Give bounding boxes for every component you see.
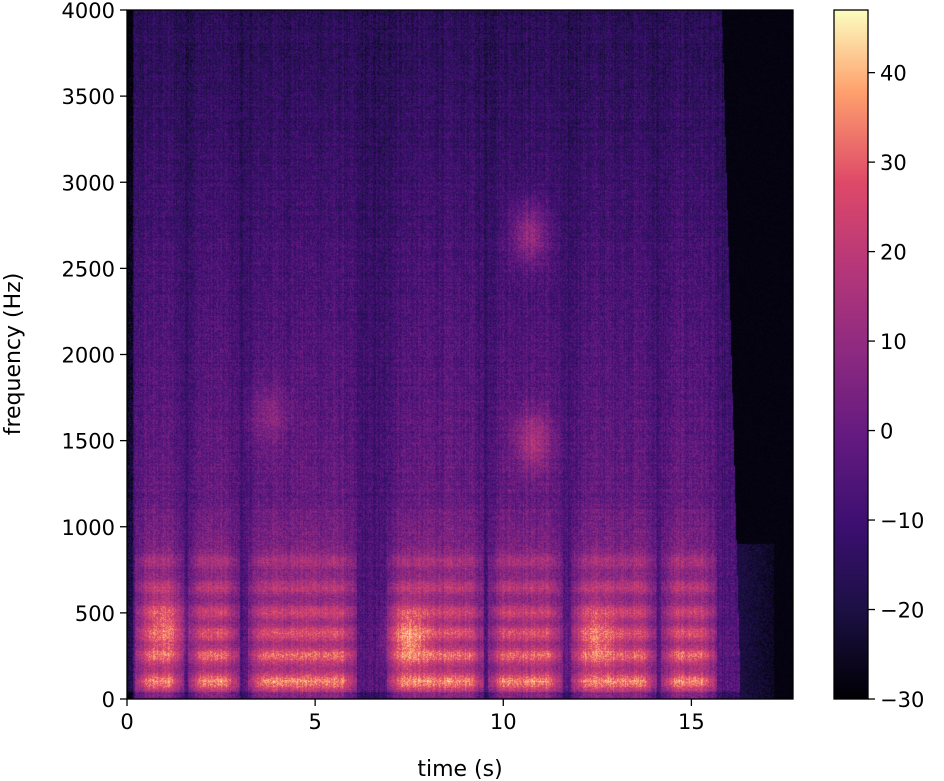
colorbar: −30 −20 −10 0 10 20 30 40 [833,9,924,712]
y-tick-label: 1000 [62,516,115,540]
colorbar-tick-label: −10 [880,509,924,533]
colorbar-tick-label: −20 [880,599,924,623]
y-axis: 0 500 1000 1500 2000 2500 3000 3500 4000 [62,0,127,712]
x-tick-label: 0 [120,710,133,734]
y-tick-label: 2000 [62,344,115,368]
y-axis-label: frequency (Hz) [1,273,26,436]
y-tick-label: 500 [75,602,115,626]
x-tick-label: 15 [678,710,705,734]
x-axis: 0 5 10 15 [120,699,705,734]
colorbar-tick-label: 30 [880,151,907,175]
y-tick-label: 3000 [62,171,115,195]
y-tick-label: 0 [102,688,115,712]
colorbar-frame [833,9,869,700]
x-tick-label: 10 [490,710,517,734]
y-tick-label: 1500 [62,430,115,454]
spectrogram-plot-area [126,9,794,700]
colorbar-tick-label: 0 [880,420,893,444]
spectrogram-image [127,10,793,699]
spectrogram-image-container [127,10,793,699]
colorbar-tick-label: −30 [880,688,924,712]
colorbar-tick-label: 20 [880,241,907,265]
y-tick-label: 4000 [62,0,115,23]
colorbar-tick-label: 40 [880,62,907,86]
x-tick-label: 5 [308,710,321,734]
y-tick-label: 2500 [62,257,115,281]
y-tick-label: 3500 [62,85,115,109]
colorbar-gradient [834,10,868,699]
colorbar-tick-label: 10 [880,330,907,354]
colorbar-ticks: −30 −20 −10 0 10 20 30 40 [868,62,924,712]
x-axis-label: time (s) [417,757,502,781]
